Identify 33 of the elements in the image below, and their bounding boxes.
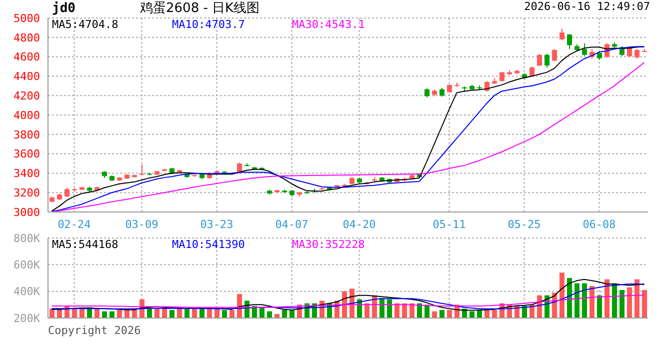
y-tick-label: 800K	[14, 232, 40, 245]
x-tick-label: 05-25	[508, 218, 541, 231]
y-tick-label: 4000	[14, 108, 40, 122]
x-tick-label: 05-11	[432, 218, 466, 231]
y-tick-label: 3000	[14, 206, 40, 219]
text: 2026-06-16 12:49:07	[524, 0, 650, 13]
text: MA30:4543.1	[292, 18, 366, 31]
x-tick-label: 04-20	[342, 218, 376, 231]
text: MA30:352228	[292, 238, 366, 251]
y-tick-label: 5000	[14, 12, 40, 25]
y-tick-label: 600K	[14, 258, 40, 272]
text: MA5:544168	[52, 238, 120, 251]
x-tick-label: 04-07	[275, 218, 308, 231]
y-tick-label: 4800	[14, 31, 40, 44]
y-tick-label: 3600	[14, 148, 40, 161]
y-tick-label: 4600	[14, 50, 40, 64]
y-tick-label: 3800	[14, 128, 40, 142]
text: Copyright 2026	[48, 324, 141, 337]
y-tick-label: 4200	[14, 90, 40, 103]
chart-title: 鸡蛋2608 - 日K线图	[140, 1, 260, 16]
y-tick-label: 200K	[14, 312, 40, 325]
y-tick-label: 3200	[14, 186, 40, 200]
y-tick-label: 4400	[14, 70, 40, 84]
text: MA10:4703.7	[172, 18, 246, 31]
x-tick-label: 02-24	[58, 218, 92, 231]
y-tick-label: 400K	[14, 285, 40, 298]
x-tick-label: 03-09	[125, 218, 158, 231]
text: jd0	[52, 1, 76, 16]
x-tick-label: 03-23	[200, 218, 234, 231]
y-tick-label: 3400	[14, 167, 40, 180]
x-tick-label: 06-08	[582, 218, 616, 231]
text: MA10:541390	[172, 238, 246, 251]
text: MA5:4704.8	[52, 18, 120, 31]
